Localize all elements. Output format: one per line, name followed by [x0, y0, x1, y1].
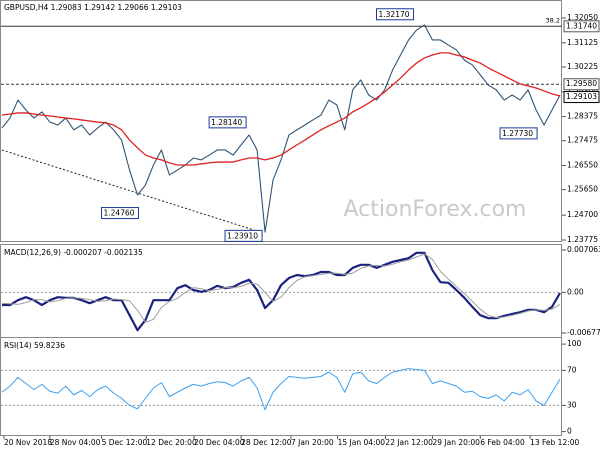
- x-tick-label: 20 Nov 2018: [4, 438, 52, 447]
- y-tick-label: 1.24700: [567, 210, 598, 219]
- rsi-panel-frame: [0, 337, 562, 436]
- x-tick-label: 7 Jan 20:00: [291, 438, 334, 447]
- annotation-box: [376, 8, 415, 21]
- y-tick-label: 1.31125: [567, 38, 598, 47]
- y-tick-label: 0.00: [567, 287, 584, 296]
- price-label: 1.29103: [566, 92, 597, 101]
- price-label: 1.29580: [566, 79, 597, 88]
- annotation-box: [101, 207, 139, 220]
- annotation-label: 1.23910: [227, 231, 258, 240]
- panel-title: GBPUSD,H4 1.29083 1.29142 1.29066 1.2910…: [4, 3, 182, 12]
- y-tick-label: 1.25650: [567, 185, 598, 194]
- y-tick-label: 1.30225: [567, 62, 598, 71]
- panel-title: MACD(12,26,9) -0.000207 -0.002135: [4, 248, 143, 257]
- series-line: [1, 24, 561, 233]
- price-label-box: [563, 78, 600, 91]
- price-label: 1.31740: [566, 21, 597, 30]
- x-tick-label: 12 Dec 20:00: [146, 438, 197, 447]
- annotation-label: 1.24760: [104, 209, 135, 218]
- x-tick-label: 13 Feb 12:00: [530, 438, 579, 447]
- x-tick-label: 28 Dec 12:00: [241, 438, 292, 447]
- y-tick-label: 1.27475: [567, 136, 598, 145]
- y-tick-label: 70: [567, 365, 577, 374]
- main-panel-frame: [0, 0, 562, 242]
- y-tick-label: 0: [567, 427, 572, 436]
- annotation-box: [224, 229, 263, 242]
- annotation-label: 1.27730: [502, 129, 533, 138]
- y-tick-label: -0.006774: [567, 328, 600, 337]
- x-tick-label: 28 Nov 04:00: [50, 438, 101, 447]
- series-line: [1, 52, 561, 166]
- x-tick-label: 20 Dec 04:00: [194, 438, 245, 447]
- annotation-box: [499, 127, 538, 140]
- x-tick-label: 6 Feb 04:00: [480, 438, 525, 447]
- annotation-box: [208, 116, 247, 129]
- y-tick-label: 30: [567, 400, 577, 409]
- x-tick-label: 22 Jan 12:00: [385, 438, 433, 447]
- y-tick-label: 0.007063: [567, 245, 600, 254]
- watermark: ActionForex.com: [344, 197, 527, 222]
- annotation-label: 1.28140: [211, 118, 242, 127]
- fib-note: 38.2: [546, 16, 560, 24]
- trendline: [1, 149, 261, 233]
- y-tick-label: 1.32050: [567, 13, 598, 22]
- x-tick-label: 15 Jan 04:00: [338, 438, 386, 447]
- x-tick-label: 29 Jan 20:00: [432, 438, 480, 447]
- panel-title: RSI(14) 59.8236: [4, 341, 65, 350]
- price-label-box: [563, 20, 600, 33]
- y-tick-label: 1.28375: [567, 112, 598, 121]
- series-line: [1, 253, 561, 323]
- series-line: [1, 368, 561, 411]
- y-tick-label: 100: [567, 339, 582, 348]
- price-label-box: [563, 91, 600, 104]
- y-tick-label: 1.26550: [567, 161, 598, 170]
- annotation-label: 1.32170: [379, 10, 410, 19]
- y-tick-label: 1.23775: [567, 235, 598, 244]
- x-tick-label: 5 Dec 12:00: [102, 438, 148, 447]
